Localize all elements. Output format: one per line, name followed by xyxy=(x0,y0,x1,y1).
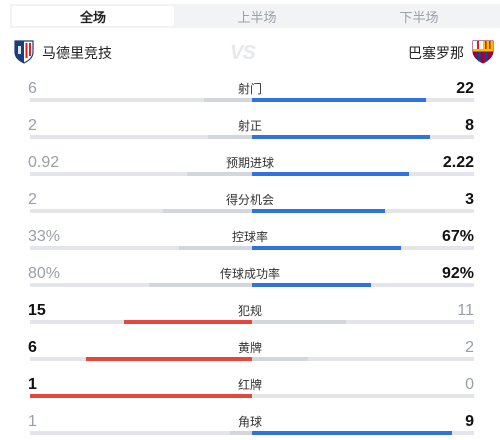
away-stat-track xyxy=(252,98,474,102)
away-stat-bar xyxy=(252,320,346,324)
home-stat-bar xyxy=(229,431,252,435)
home-stat-value: 1 xyxy=(28,376,37,393)
away-stat-value: 8 xyxy=(465,117,474,134)
home-stat-value: 80% xyxy=(28,265,61,282)
away-stat-track xyxy=(252,283,474,287)
away-stat-bar xyxy=(252,246,401,250)
tab-second-half[interactable]: 下半场 xyxy=(399,9,439,25)
home-stat-value: 6 xyxy=(28,80,37,97)
stat-label: 传球成功率 xyxy=(219,267,280,281)
teams-header: 马德里竞技 VS 巴塞罗那 xyxy=(10,36,494,70)
stat-label: 控球率 xyxy=(231,230,268,244)
period-tabs: 全场 上半场 下半场 xyxy=(10,4,500,28)
home-stat-track xyxy=(30,357,252,361)
away-stat-value: 3 xyxy=(465,191,474,208)
home-stat-value: 6 xyxy=(28,339,37,356)
home-stat-bar xyxy=(148,283,252,287)
stat-label: 角球 xyxy=(237,415,262,429)
stat-row: 15 犯规 11 xyxy=(0,294,500,331)
home-stat-track xyxy=(30,209,252,213)
atletico-madrid-crest-icon xyxy=(14,39,34,67)
home-stat-value: 2 xyxy=(28,191,37,208)
away-team[interactable]: 巴塞罗那 xyxy=(408,36,494,70)
stat-label: 犯规 xyxy=(237,304,262,318)
home-stat-track xyxy=(30,246,252,250)
stat-label: 射正 xyxy=(237,119,262,133)
home-stat-value: 0.92 xyxy=(28,154,60,171)
home-stat-value: 2 xyxy=(28,117,37,134)
stat-row: 1 红牌 0 xyxy=(0,368,500,405)
home-stat-bar xyxy=(207,135,252,139)
stat-row: 6 射门 22 xyxy=(0,72,500,109)
away-stat-track xyxy=(252,431,474,435)
home-team[interactable]: 马德里竞技 xyxy=(14,36,112,70)
home-stat-track xyxy=(30,172,252,176)
home-stat-track xyxy=(30,98,252,102)
stat-row: 80% 传球成功率 92% xyxy=(0,257,500,294)
home-stat-bar xyxy=(30,394,252,398)
home-stat-track xyxy=(30,431,252,435)
home-stat-bar xyxy=(204,98,252,102)
home-stat-track xyxy=(30,135,252,139)
away-stat-track xyxy=(252,320,474,324)
away-stat-bar xyxy=(252,209,386,213)
away-stat-bar xyxy=(252,135,430,139)
away-stat-value: 9 xyxy=(465,413,474,430)
away-stat-bar xyxy=(252,172,409,176)
vs-watermark: VS xyxy=(230,42,256,64)
home-stat-bar xyxy=(178,246,252,250)
home-stat-track xyxy=(30,320,252,324)
away-stat-track xyxy=(252,135,474,139)
home-stat-value: 33% xyxy=(28,228,61,245)
away-stat-value: 2.22 xyxy=(442,154,474,171)
away-stat-track xyxy=(252,209,474,213)
away-stat-track xyxy=(252,357,474,361)
home-stat-bar xyxy=(186,172,252,176)
home-stat-track xyxy=(30,283,252,287)
away-stat-bar xyxy=(252,431,452,435)
stat-row: 6 黄牌 2 xyxy=(0,331,500,368)
home-stat-bar xyxy=(85,357,252,361)
stat-row: 2 射正 8 xyxy=(0,109,500,146)
stat-label: 预期进球 xyxy=(225,156,274,170)
stat-label: 射门 xyxy=(237,82,262,96)
stat-label: 得分机会 xyxy=(225,193,274,207)
away-stat-track xyxy=(252,172,474,176)
away-stat-value: 11 xyxy=(457,302,474,319)
barcelona-crest-icon xyxy=(472,40,494,67)
away-stat-track xyxy=(252,246,474,250)
away-stat-value: 92% xyxy=(441,265,474,282)
stat-row: 0.92 预期进球 2.22 xyxy=(0,146,500,183)
away-stat-value: 22 xyxy=(456,80,474,97)
tab-first-half[interactable]: 上半场 xyxy=(237,9,277,25)
home-stat-bar xyxy=(163,209,252,213)
stat-row: 1 角球 9 xyxy=(0,405,500,440)
stat-label: 红牌 xyxy=(237,378,262,392)
away-stat-track xyxy=(252,394,474,398)
stat-row: 2 得分机会 3 xyxy=(0,183,500,220)
stat-label: 黄牌 xyxy=(237,341,262,355)
away-stat-bar xyxy=(252,98,427,102)
away-stat-bar xyxy=(252,357,308,361)
away-stat-value: 67% xyxy=(441,228,474,245)
home-stat-bar xyxy=(123,320,252,324)
home-stat-value: 15 xyxy=(28,302,46,319)
tab-full-match[interactable]: 全场 xyxy=(12,6,174,26)
away-team-name: 巴塞罗那 xyxy=(408,45,464,61)
away-stat-bar xyxy=(252,283,371,287)
away-stat-value: 0 xyxy=(465,376,474,393)
home-stat-track xyxy=(30,394,252,398)
away-stat-value: 2 xyxy=(465,339,474,356)
stat-row: 33% 控球率 67% xyxy=(0,220,500,257)
home-stat-value: 1 xyxy=(28,413,37,430)
home-team-name: 马德里竞技 xyxy=(42,45,112,61)
